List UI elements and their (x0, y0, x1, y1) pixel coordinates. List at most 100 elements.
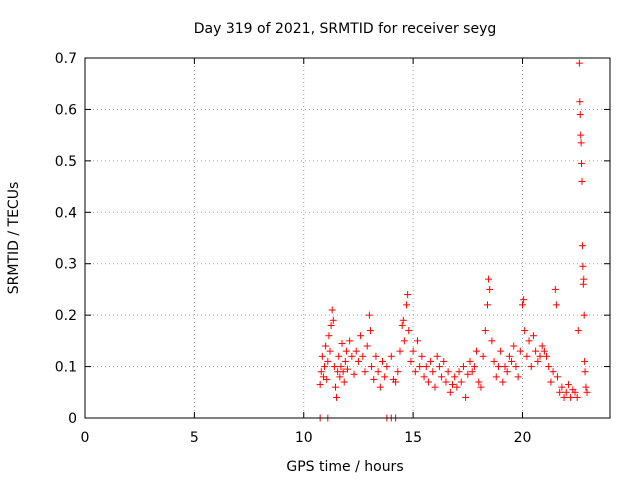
data-point (499, 378, 507, 386)
data-point (468, 368, 476, 376)
data-point (578, 177, 586, 185)
data-point (337, 363, 345, 371)
y-tick-label: 0.1 (55, 360, 77, 376)
data-point (514, 373, 522, 381)
data-point (505, 352, 513, 360)
data-point (318, 352, 326, 360)
data-point (396, 347, 404, 355)
data-point (331, 383, 339, 391)
data-point (576, 111, 584, 119)
data-point (577, 131, 585, 139)
data-point (324, 357, 332, 365)
data-point (339, 368, 347, 376)
data-point (571, 388, 579, 396)
data-point (387, 352, 395, 360)
data-point (486, 285, 494, 293)
data-point (536, 352, 544, 360)
data-point (459, 363, 467, 371)
data-point (446, 388, 454, 396)
data-point (335, 352, 343, 360)
data-point (376, 383, 384, 391)
data-point (490, 357, 498, 365)
data-point (322, 342, 330, 350)
data-point (492, 373, 500, 381)
data-point (427, 357, 435, 365)
data-point (365, 311, 373, 319)
data-point (556, 388, 564, 396)
data-point (516, 347, 524, 355)
data-point (392, 378, 400, 386)
data-point (470, 363, 478, 371)
data-point (338, 339, 346, 347)
data-point (532, 347, 540, 355)
data-point (381, 373, 389, 381)
data-point (485, 275, 493, 283)
data-point (534, 357, 542, 365)
data-point (328, 306, 336, 314)
data-point (414, 337, 421, 345)
data-point (538, 342, 546, 350)
y-tick-label: 0 (68, 411, 77, 427)
y-tick-label: 0.4 (55, 205, 77, 221)
data-point (400, 337, 408, 345)
data-point (336, 373, 344, 381)
data-point (578, 159, 586, 167)
tick-labels: 0 0.1 0.2 0.3 0.4 0.5 0.6 0.7 0 5 10 15 20 (55, 51, 532, 446)
data-point (497, 347, 505, 355)
data-point (409, 347, 417, 355)
y-tick-label: 0.7 (55, 51, 77, 67)
x-axis-label: GPS time / hours (286, 459, 403, 475)
data-point (552, 301, 560, 309)
data-point (554, 373, 561, 381)
data-points (316, 59, 591, 422)
data-point (564, 381, 572, 389)
data-point (464, 370, 472, 378)
plot-frame (84, 57, 611, 419)
data-point (575, 59, 583, 67)
data-point (329, 316, 337, 324)
data-point (551, 285, 559, 293)
data-point (578, 242, 586, 250)
data-point (473, 347, 481, 355)
data-point (330, 363, 338, 371)
data-point (405, 327, 413, 335)
data-point (457, 378, 465, 386)
data-point (431, 383, 439, 391)
data-point (399, 316, 407, 324)
data-point (582, 383, 590, 391)
data-point (325, 332, 333, 340)
data-point (577, 139, 585, 147)
data-point (354, 357, 362, 365)
data-point (435, 363, 443, 371)
x-tick-label: 10 (295, 430, 313, 446)
y-axis-label: SRMTID / TECUs (6, 182, 22, 295)
data-point (418, 352, 426, 360)
data-point (580, 275, 588, 283)
data-point (438, 373, 446, 381)
data-point (529, 332, 537, 340)
data-point (348, 352, 356, 360)
data-point (576, 98, 584, 106)
data-point (543, 352, 551, 360)
data-point (404, 291, 412, 299)
data-point (352, 347, 360, 355)
data-point (453, 383, 461, 391)
data-point (374, 368, 382, 376)
data-point (317, 368, 325, 376)
data-point (383, 363, 391, 371)
data-point (477, 383, 485, 391)
data-point (510, 342, 518, 350)
data-point (520, 296, 528, 304)
data-point (580, 311, 588, 319)
y-tick-label: 0.2 (55, 308, 77, 324)
data-point (444, 368, 452, 376)
data-point (581, 368, 589, 376)
data-point (407, 357, 415, 365)
data-point (363, 342, 371, 350)
data-point (583, 388, 591, 396)
data-point (519, 301, 526, 309)
data-point (549, 368, 557, 376)
data-point (316, 381, 324, 389)
data-point (411, 368, 419, 376)
